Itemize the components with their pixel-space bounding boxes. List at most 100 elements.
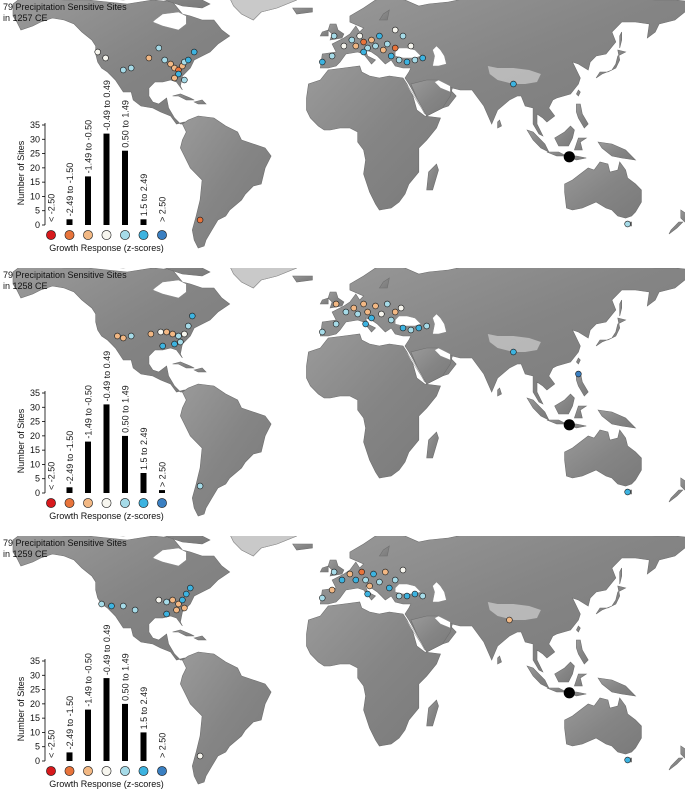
- new-zealand-south: [668, 757, 684, 771]
- site-marker: [419, 54, 426, 62]
- x-axis-label: Growth Response (z-scores): [49, 511, 164, 521]
- world-map: [0, 536, 685, 804]
- histogram-chart: 0 5 10 15 20 25 30 35 Number of Sites < -2.50 -2.4…: [16, 625, 168, 789]
- land-masses: [12, 0, 685, 249]
- africa: [306, 333, 441, 479]
- site-marker: [403, 58, 411, 66]
- site-marker: [128, 332, 135, 340]
- australia: [564, 161, 642, 219]
- site-marker: [362, 576, 369, 584]
- borneo: [554, 125, 575, 147]
- scandinavia-gulf-gap: [378, 277, 390, 289]
- greenland-ice-sheet: [230, 0, 298, 21]
- site-marker: [319, 594, 326, 602]
- site-marker: [145, 54, 153, 62]
- site-marker: [358, 568, 365, 576]
- histogram-bar: [66, 752, 73, 761]
- site-marker: [356, 32, 363, 40]
- site-markers: [94, 26, 631, 228]
- legend-color-dot: [46, 498, 56, 508]
- site-marker: [372, 42, 379, 50]
- category-label: 1.5 to 2.49: [139, 174, 149, 217]
- category-label: -1.49 to -0.50: [84, 385, 94, 439]
- site-marker: [183, 590, 190, 598]
- site-marker: [181, 604, 188, 612]
- ireland: [319, 565, 329, 573]
- histogram-bar: [66, 219, 73, 225]
- site-marker: [114, 332, 121, 340]
- site-marker: [397, 304, 405, 312]
- map-panel-1259: 79 Precipitation Sensitive Sites in 1259…: [0, 536, 685, 804]
- category-label: < -2.50: [47, 194, 57, 222]
- y-tick-label: 25: [30, 417, 40, 427]
- category-label: 1.5 to 2.49: [139, 427, 149, 470]
- site-marker: [167, 60, 174, 68]
- legend-color-dot: [157, 230, 167, 240]
- site-marker: [171, 340, 178, 348]
- site-marker: [173, 606, 180, 614]
- arabian-gulf-water: [434, 347, 451, 361]
- north-america: [12, 536, 231, 661]
- histogram-bar: [85, 176, 91, 225]
- panel-title: 79 Precipitation Sensitive Sites in 1257…: [3, 2, 127, 24]
- sakhalin: [619, 31, 623, 49]
- site-marker: [131, 606, 139, 614]
- y-tick-label: 30: [30, 134, 40, 144]
- madagascar: [426, 431, 439, 459]
- site-marker: [360, 300, 367, 308]
- hispaniola: [193, 99, 207, 105]
- taiwan: [576, 357, 581, 365]
- legend-color-dot: [101, 230, 112, 240]
- site-marker: [380, 46, 387, 54]
- site-marker: [346, 570, 354, 578]
- site-marker: [179, 596, 186, 604]
- site-marker: [342, 308, 350, 316]
- site-marker: [364, 308, 371, 316]
- greenland-ice-sheet: [230, 536, 298, 557]
- cuba: [172, 93, 195, 101]
- category-label: < -2.50: [47, 730, 57, 758]
- new-zealand-north: [680, 209, 685, 223]
- site-marker: [399, 566, 407, 574]
- histogram-bar: [103, 678, 110, 761]
- sri-lanka: [497, 387, 502, 397]
- site-marker: [352, 42, 359, 50]
- greenland-ice-sheet: [230, 268, 298, 289]
- south-america: [180, 115, 272, 249]
- africa: [306, 65, 441, 211]
- site-marker: [319, 328, 326, 336]
- histogram-bar: [103, 133, 110, 225]
- site-marker: [177, 338, 184, 346]
- histogram-bar: [103, 404, 110, 493]
- red-sea: [404, 81, 425, 115]
- australia: [564, 429, 642, 487]
- site-marker: [575, 370, 582, 378]
- y-tick-label: 0: [35, 488, 40, 498]
- arabian-peninsula-gap: [410, 79, 453, 117]
- site-marker: [403, 592, 411, 600]
- hudson-bay: [152, 11, 187, 31]
- sakhalin: [619, 299, 623, 317]
- site-marker: [407, 42, 415, 50]
- panel-title: 79 Precipitation Sensitive Sites in 1258…: [3, 270, 127, 292]
- category-label: 1.5 to 2.49: [139, 687, 149, 730]
- y-axis-label: Number of Sites: [16, 140, 26, 205]
- site-marker: [624, 488, 631, 496]
- site-marker: [163, 598, 170, 606]
- y-tick-label: 10: [30, 191, 40, 201]
- y-tick-label: 35: [30, 388, 40, 398]
- north-america: [12, 268, 231, 393]
- legend-color-dot: [138, 766, 149, 776]
- arabian-gulf-water: [434, 615, 451, 629]
- category-label: -0.49 to 0.49: [102, 351, 112, 402]
- australia: [564, 697, 642, 755]
- y-tick-label: 15: [30, 445, 40, 455]
- sulawesi: [573, 673, 588, 687]
- site-marker: [395, 592, 403, 600]
- land-masses: [12, 268, 685, 517]
- histogram-bar: [66, 487, 73, 493]
- site-marker: [181, 76, 188, 84]
- legend-color-dot: [157, 766, 167, 776]
- site-marker: [392, 26, 399, 34]
- site-marker: [185, 322, 192, 330]
